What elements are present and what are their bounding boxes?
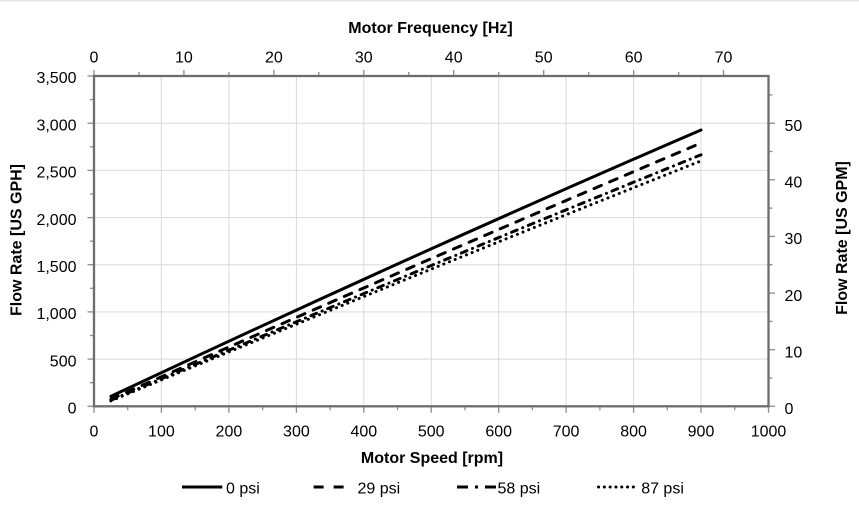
svg-text:Flow Rate [US GPH]: Flow Rate [US GPH] bbox=[9, 164, 26, 316]
svg-text:87 psi: 87 psi bbox=[641, 481, 684, 498]
svg-text:40: 40 bbox=[785, 175, 803, 192]
svg-text:70: 70 bbox=[715, 50, 733, 67]
svg-text:0: 0 bbox=[68, 401, 77, 418]
svg-text:30: 30 bbox=[785, 231, 803, 248]
svg-text:1000: 1000 bbox=[751, 424, 787, 441]
svg-text:300: 300 bbox=[283, 424, 310, 441]
svg-text:50: 50 bbox=[785, 118, 803, 135]
svg-text:3,000: 3,000 bbox=[36, 117, 76, 134]
svg-text:500: 500 bbox=[50, 353, 77, 370]
svg-text:20: 20 bbox=[265, 50, 283, 67]
svg-text:60: 60 bbox=[625, 50, 643, 67]
svg-text:600: 600 bbox=[485, 424, 512, 441]
svg-text:Motor Speed [rpm]: Motor Speed [rpm] bbox=[361, 450, 503, 467]
svg-text:Motor Frequency [Hz]: Motor Frequency [Hz] bbox=[348, 20, 512, 37]
svg-text:30: 30 bbox=[355, 50, 373, 67]
svg-text:1,000: 1,000 bbox=[36, 306, 76, 323]
svg-text:20: 20 bbox=[785, 288, 803, 305]
svg-text:58 psi: 58 psi bbox=[498, 481, 541, 498]
svg-text:Flow Rate [US GPM]: Flow Rate [US GPM] bbox=[834, 161, 851, 315]
svg-text:1,500: 1,500 bbox=[36, 259, 76, 276]
svg-text:0: 0 bbox=[90, 424, 99, 441]
svg-text:0: 0 bbox=[785, 401, 794, 418]
svg-text:2,500: 2,500 bbox=[36, 165, 76, 182]
svg-text:900: 900 bbox=[688, 424, 715, 441]
svg-text:50: 50 bbox=[535, 50, 553, 67]
svg-text:500: 500 bbox=[418, 424, 445, 441]
svg-text:200: 200 bbox=[216, 424, 243, 441]
svg-text:3,500: 3,500 bbox=[36, 70, 76, 87]
svg-text:29 psi: 29 psi bbox=[358, 481, 401, 498]
svg-text:700: 700 bbox=[553, 424, 580, 441]
svg-text:100: 100 bbox=[148, 424, 175, 441]
svg-text:10: 10 bbox=[175, 50, 193, 67]
svg-text:800: 800 bbox=[620, 424, 647, 441]
svg-text:0: 0 bbox=[90, 50, 99, 67]
svg-text:2,000: 2,000 bbox=[36, 212, 76, 229]
svg-text:10: 10 bbox=[785, 344, 803, 361]
svg-text:0 psi: 0 psi bbox=[226, 481, 260, 498]
svg-text:40: 40 bbox=[445, 50, 463, 67]
svg-text:400: 400 bbox=[350, 424, 377, 441]
